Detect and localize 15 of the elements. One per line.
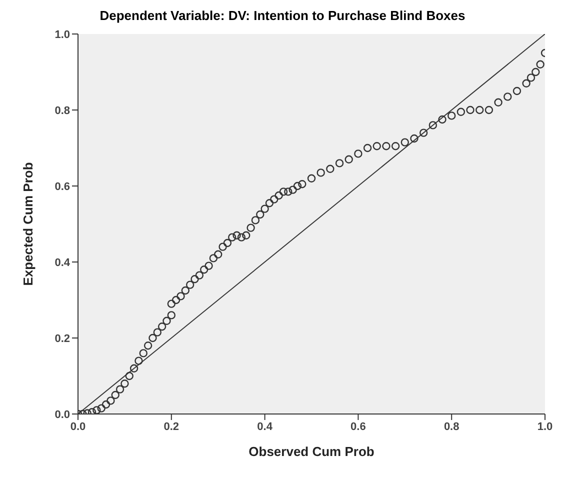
y-tick-label: 1.0 [54, 28, 70, 41]
y-tick-label: 0.0 [54, 408, 70, 421]
chart-title: Dependent Variable: DV: Intention to Purchase Blind Boxes [98, 8, 466, 25]
y-tick-label: 0.8 [54, 104, 70, 117]
x-tick-label: 0.2 [164, 420, 180, 433]
y-tick-label: 0.2 [54, 332, 70, 345]
y-axis-title: Expected Cum Prob [20, 162, 36, 286]
x-tick-label: 1.0 [537, 420, 553, 433]
x-axis-title: Observed Cum Prob [248, 444, 374, 459]
y-tick-label: 0.4 [54, 256, 71, 269]
x-tick-label: 0.6 [350, 420, 366, 433]
x-tick-label: 0.8 [444, 420, 460, 433]
x-tick-label: 0.0 [70, 420, 86, 433]
y-tick-label: 0.6 [54, 180, 70, 193]
x-tick-label: 0.4 [257, 420, 274, 433]
